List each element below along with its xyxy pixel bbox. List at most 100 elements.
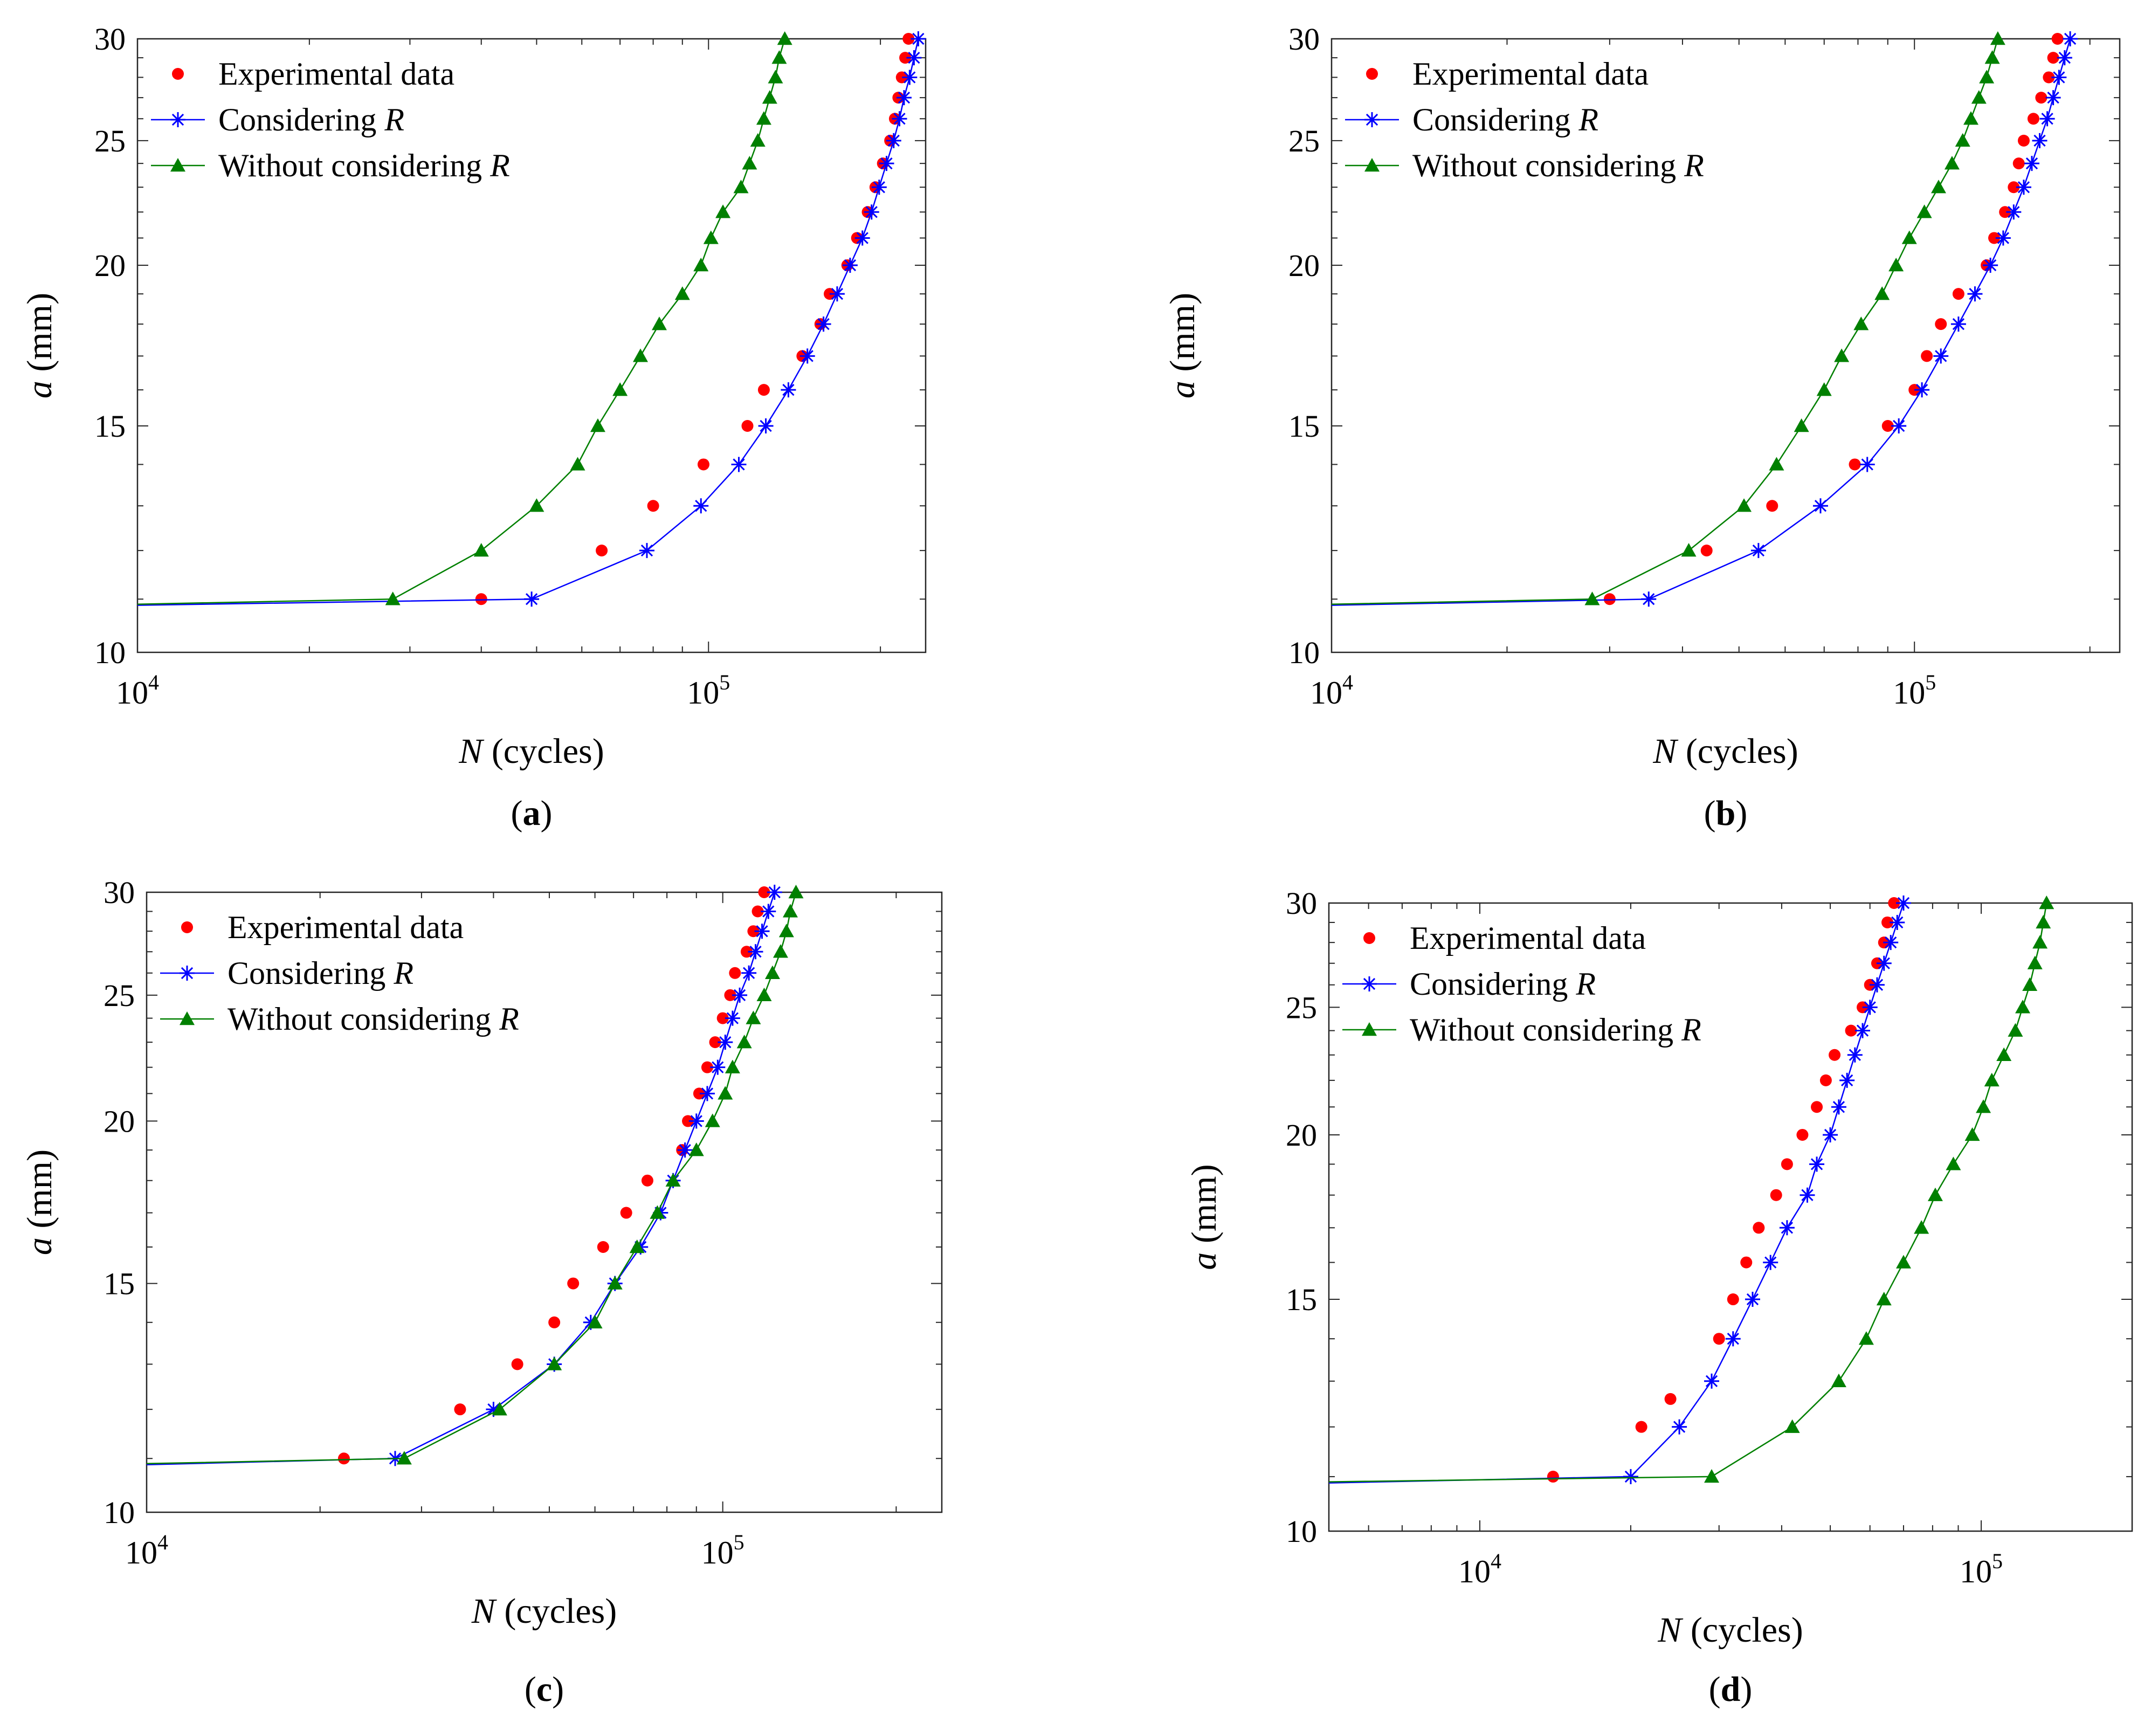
- panel-caption: (a): [511, 794, 553, 833]
- data-point: [475, 593, 487, 605]
- data-point: [699, 1086, 715, 1101]
- data-point: [1781, 1158, 1793, 1170]
- data-point: [1750, 543, 1766, 559]
- x-tick-label: 105: [687, 670, 730, 711]
- x-tick-label: 104: [1458, 1549, 1501, 1589]
- series-without-considering-r: [1331, 31, 2005, 605]
- x-tick-label: 105: [701, 1530, 744, 1570]
- data-point: [1921, 350, 1933, 362]
- data-point: [529, 498, 544, 512]
- data-point: [612, 382, 628, 396]
- data-point: [511, 1358, 523, 1370]
- data-point: [1811, 1101, 1823, 1113]
- data-point: [1713, 1333, 1725, 1345]
- data-point: [1845, 1024, 1857, 1037]
- data-point: [767, 885, 782, 900]
- y-axis-label: a (mm): [1163, 293, 1202, 398]
- data-point: [1983, 258, 1998, 273]
- chart-panel-b: 10 15 20 25 30 104 105 N (cycles) a (mm) (b) Exper…: [1163, 22, 2121, 833]
- data-point: [2032, 935, 2048, 949]
- data-point: [651, 316, 667, 330]
- x-tick-label: 104: [1310, 670, 1353, 711]
- legend-entry: Without considering R: [227, 1001, 519, 1037]
- data-point: [2047, 52, 2059, 64]
- data-point: [1979, 70, 1995, 84]
- data-point: [768, 70, 783, 84]
- data-point: [486, 1402, 501, 1417]
- data-point: [1812, 498, 1828, 514]
- data-point: [725, 1010, 740, 1026]
- data-point: [682, 1115, 694, 1127]
- data-point: [1955, 133, 1970, 147]
- data-point: [1635, 1421, 1647, 1433]
- legend-entry: Without considering R: [1410, 1012, 1701, 1048]
- x-axis-label: N (cycles): [471, 1592, 617, 1631]
- x-axis-label: N (cycles): [1652, 732, 1798, 771]
- data-point: [715, 204, 731, 218]
- legend: Experimental data Considering R Without co…: [151, 56, 510, 183]
- series-without-considering-r: [1328, 895, 2055, 1483]
- y-tick-label: 25: [94, 123, 126, 159]
- data-point: [2024, 156, 2039, 171]
- legend-marker: [172, 68, 184, 80]
- data-point: [1831, 1373, 1846, 1387]
- series-considering-r: [137, 31, 926, 607]
- data-point: [899, 52, 912, 64]
- data-point: [590, 418, 605, 432]
- plot-area-frame: [136, 38, 927, 653]
- data-point: [1996, 1047, 2012, 1061]
- data-point: [2015, 1000, 2031, 1014]
- data-point: [1847, 1047, 1863, 1063]
- data-point: [911, 31, 926, 46]
- data-point: [1745, 1292, 1760, 1307]
- data-point: [1869, 977, 1885, 993]
- data-point: [1901, 230, 1917, 244]
- data-point: [2027, 113, 2039, 125]
- data-point: [1927, 1187, 1943, 1201]
- series-considering-r: [1331, 31, 2078, 607]
- data-point: [778, 924, 794, 938]
- data-point: [701, 1061, 713, 1073]
- data-point: [871, 180, 887, 195]
- data-point: [1876, 955, 1892, 971]
- data-point: [1809, 1156, 1825, 1172]
- data-point: [748, 944, 763, 960]
- data-point: [1888, 897, 1900, 909]
- data-point: [829, 286, 845, 302]
- data-point: [886, 133, 901, 148]
- data-point: [783, 904, 798, 918]
- y-tick-label: 15: [1288, 409, 1320, 444]
- data-point: [1794, 418, 1809, 432]
- series-experimental-data: [1603, 33, 2064, 605]
- data-point: [2032, 133, 2047, 148]
- data-point: [570, 457, 585, 471]
- data-point: [1895, 1255, 1911, 1269]
- y-tick-label: 20: [1288, 248, 1320, 283]
- data-point: [1964, 1127, 1980, 1141]
- data-point: [1995, 230, 2011, 246]
- data-point: [754, 924, 770, 939]
- data-point: [741, 419, 754, 432]
- legend-entry: Considering R: [218, 102, 404, 137]
- data-point: [788, 885, 804, 899]
- data-point: [1779, 1220, 1795, 1236]
- y-tick-label: 10: [1288, 635, 1320, 670]
- y-tick-label: 30: [1286, 886, 1317, 921]
- data-point: [1700, 545, 1713, 557]
- data-point: [1853, 316, 1869, 330]
- data-point: [2006, 204, 2022, 220]
- data-point: [1967, 286, 1983, 302]
- data-point: [2036, 914, 2051, 929]
- data-point: [1971, 90, 1987, 104]
- legend: Experimental data Considering R Without co…: [1342, 920, 1701, 1048]
- data-point: [1931, 180, 1946, 194]
- data-point: [2017, 134, 2030, 147]
- data-point: [1916, 204, 1932, 218]
- data-point: [2039, 111, 2055, 127]
- data-point: [1831, 1099, 1846, 1115]
- data-point: [1834, 348, 1850, 362]
- data-point: [2008, 181, 2020, 194]
- panel-caption: (b): [1704, 794, 1748, 833]
- data-point: [895, 71, 908, 84]
- data-point: [777, 31, 792, 45]
